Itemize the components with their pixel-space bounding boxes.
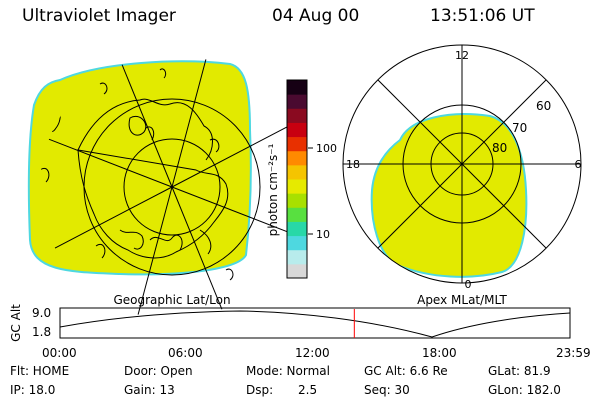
colorbar-frame — [286, 79, 308, 279]
time-axis-tick: 06:00 — [168, 346, 203, 360]
gc-altitude: GC Alt: 6.6 Re — [364, 364, 448, 378]
geo-meridian — [40, 186, 173, 259]
colorbar-swatch — [287, 193, 307, 208]
altitude-ylabel: GC Alt — [9, 304, 23, 342]
colorbar-swatch — [287, 80, 307, 95]
time-axis-tick: 18:00 — [422, 346, 457, 360]
mlt-line — [377, 79, 547, 249]
auroral-emission-mag — [370, 113, 528, 278]
colorbar-swatch — [287, 94, 307, 109]
mlt-label-6: 6 — [575, 158, 582, 171]
coastline-outline — [95, 229, 234, 281]
geo-latitude: GLat: 81.9 — [488, 364, 551, 378]
mlat-label-80: 80 — [492, 141, 507, 155]
mlt-label-18: 18 — [346, 158, 360, 171]
flight-status: Flt: HOME — [10, 364, 69, 378]
coastline-outline — [40, 68, 220, 213]
page-title: Ultraviolet Imager — [22, 6, 176, 26]
mlt-label-12: 12 — [455, 49, 469, 62]
colorbar-unit-label: photon cm⁻²s⁻¹ — [266, 143, 280, 236]
colorbar — [286, 79, 308, 279]
dsp-value: 2.5 — [298, 383, 317, 397]
colorbar-swatch — [287, 164, 307, 180]
altitude-plot — [59, 307, 571, 339]
auroral-emission-geo — [27, 60, 252, 276]
colorbar-swatch — [287, 136, 307, 152]
time-axis-tick: 23:59 — [556, 346, 591, 360]
colorbar-swatch — [287, 150, 307, 166]
door-status: Door: Open — [124, 364, 193, 378]
colorbar-tick-label: 10 — [316, 228, 330, 241]
geo-meridian — [133, 186, 173, 319]
altitude-ytick: 1.8 — [32, 325, 51, 339]
colorbar-swatch — [287, 122, 307, 138]
dsp-label: Dsp: — [246, 383, 273, 397]
geographic-image-panel — [27, 55, 304, 319]
colorbar-swatch — [287, 207, 307, 222]
mode-status: Mode: Normal — [246, 364, 330, 378]
coastline-outline — [77, 98, 229, 259]
colorbar-swatch — [287, 235, 307, 251]
mag-panel-label: Apex MLat/MLT — [417, 293, 507, 307]
time-axis-tick: 00:00 — [42, 346, 77, 360]
geo-longitude: GLon: 182.0 — [488, 383, 561, 397]
apex-image-panel: 12 18 6 0 60 70 80 — [342, 44, 582, 291]
geo-meridian — [171, 55, 211, 188]
colorbar-swatch — [287, 221, 307, 237]
geo-meridian — [171, 115, 304, 188]
altitude-curve — [59, 310, 571, 338]
time-axis-tick: 12:00 — [295, 346, 330, 360]
observation-time: 13:51:06 UT — [430, 6, 535, 26]
colorbar-swatch — [287, 108, 307, 123]
colorbar-tick-label: 100 — [316, 142, 337, 155]
mlat-label-70: 70 — [512, 121, 527, 135]
geo-lat-circle-80 — [123, 138, 221, 236]
geo-panel-label: Geographic Lat/Lon — [113, 293, 230, 307]
observation-date: 04 Aug 00 — [272, 6, 360, 26]
ip-value: IP: 18.0 — [10, 383, 55, 397]
colorbar-swatch — [287, 179, 307, 194]
gain-value: Gain: 13 — [124, 383, 175, 397]
altitude-plot-frame — [59, 307, 571, 339]
sequence-value: Seq: 30 — [364, 383, 410, 397]
colorbar-swatch — [287, 249, 307, 265]
mlt-label-0: 0 — [465, 278, 472, 291]
altitude-ytick: 9.0 — [32, 306, 51, 320]
mlat-label-60: 60 — [536, 99, 551, 113]
colorbar-swatch — [287, 263, 307, 279]
